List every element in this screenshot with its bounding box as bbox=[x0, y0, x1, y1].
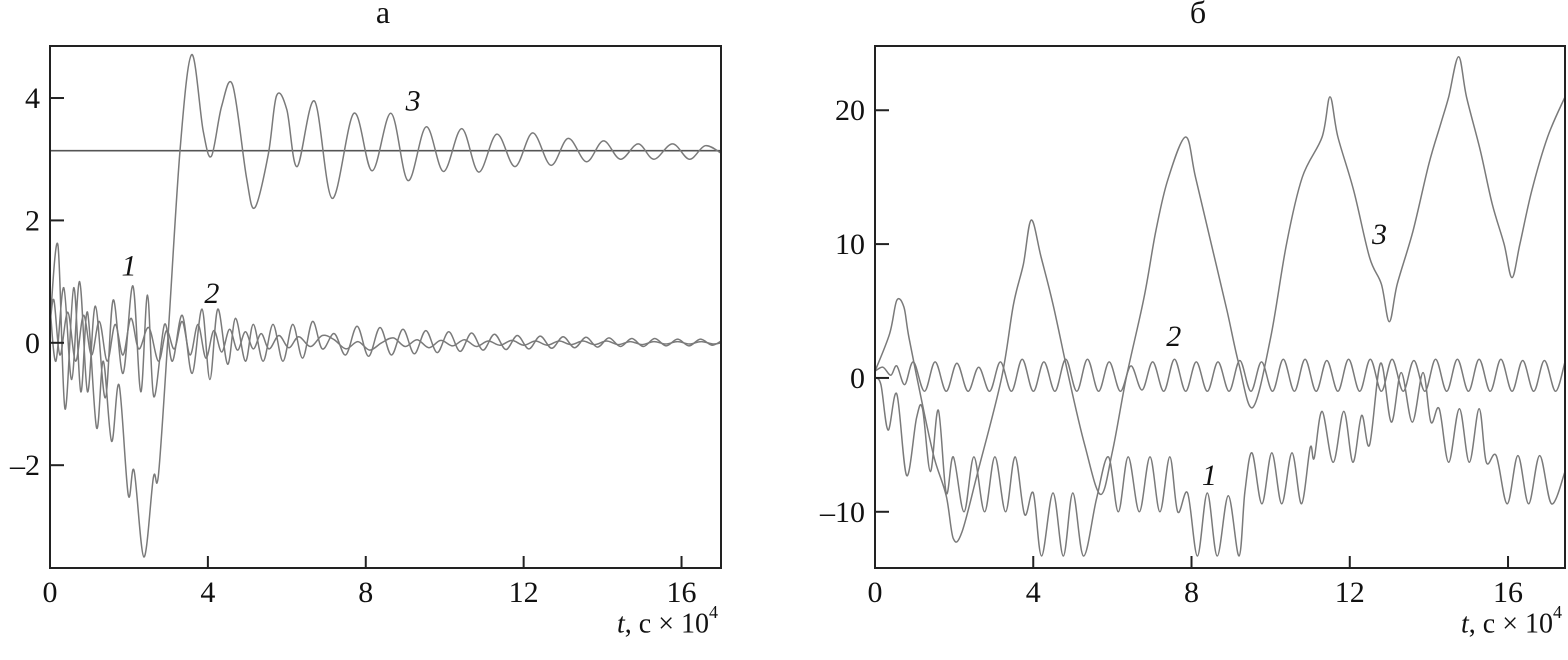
panel-a-x-axis-label: t, с × 104 bbox=[617, 602, 718, 640]
panel-a-title: а bbox=[375, 0, 391, 30]
series-line-1 bbox=[50, 280, 721, 399]
curve-label-1: 1 bbox=[121, 249, 136, 282]
x-tick-label: 16 bbox=[667, 576, 697, 609]
panel-b-title: б bbox=[1189, 0, 1207, 30]
y-tick-label: –10 bbox=[819, 496, 865, 529]
x-tick-label: 16 bbox=[1493, 576, 1523, 609]
curve-label-3: 3 bbox=[405, 84, 421, 117]
x-tick-label: 8 bbox=[1184, 576, 1199, 609]
curve-label-3: 3 bbox=[1371, 218, 1387, 251]
x-tick-label: 12 bbox=[1335, 576, 1365, 609]
y-tick-label: 0 bbox=[850, 362, 865, 395]
x-axis-variable: t bbox=[1461, 608, 1469, 640]
curve-label-1: 1 bbox=[1202, 459, 1217, 492]
x-axis-exponent: 4 bbox=[709, 602, 718, 622]
panel-a-frame bbox=[49, 45, 722, 569]
x-tick-label: 12 bbox=[509, 576, 539, 609]
x-tick-label: 4 bbox=[200, 576, 215, 609]
curve-label-2: 2 bbox=[1166, 320, 1181, 353]
x-axis-unit: , с × 10 bbox=[1468, 608, 1553, 640]
y-tick-label: –2 bbox=[9, 449, 40, 482]
y-tick-label: 2 bbox=[25, 204, 40, 237]
panel-b-chart: 0 4 8 12 16 20 10 0 –10 3 2 1 bbox=[819, 45, 1566, 609]
panel-b-x-axis-label: t, с × 104 bbox=[1461, 602, 1562, 640]
x-axis-variable: t bbox=[617, 608, 625, 640]
panel-a-plot-area bbox=[50, 53, 721, 558]
series-line-3 bbox=[50, 53, 721, 558]
x-tick-label: 8 bbox=[358, 576, 373, 609]
x-tick-label: 0 bbox=[868, 576, 883, 609]
x-tick-label: 4 bbox=[1026, 576, 1041, 609]
series-line-2 bbox=[875, 358, 1565, 393]
x-tick-label: 0 bbox=[43, 576, 58, 609]
series-line-1 bbox=[875, 362, 1565, 557]
y-tick-label: 10 bbox=[835, 228, 865, 261]
y-tick-label: 0 bbox=[25, 327, 40, 360]
x-axis-exponent: 4 bbox=[1553, 602, 1562, 622]
y-tick-label: 4 bbox=[25, 82, 40, 115]
panel-b-plot-area bbox=[875, 55, 1565, 557]
x-axis-unit: , с × 10 bbox=[624, 608, 709, 640]
series-line-3 bbox=[875, 55, 1565, 543]
y-tick-label: 20 bbox=[835, 94, 865, 127]
series-line-2 bbox=[50, 298, 721, 362]
curve-label-2: 2 bbox=[204, 277, 219, 310]
panel-b-frame bbox=[874, 45, 1566, 569]
